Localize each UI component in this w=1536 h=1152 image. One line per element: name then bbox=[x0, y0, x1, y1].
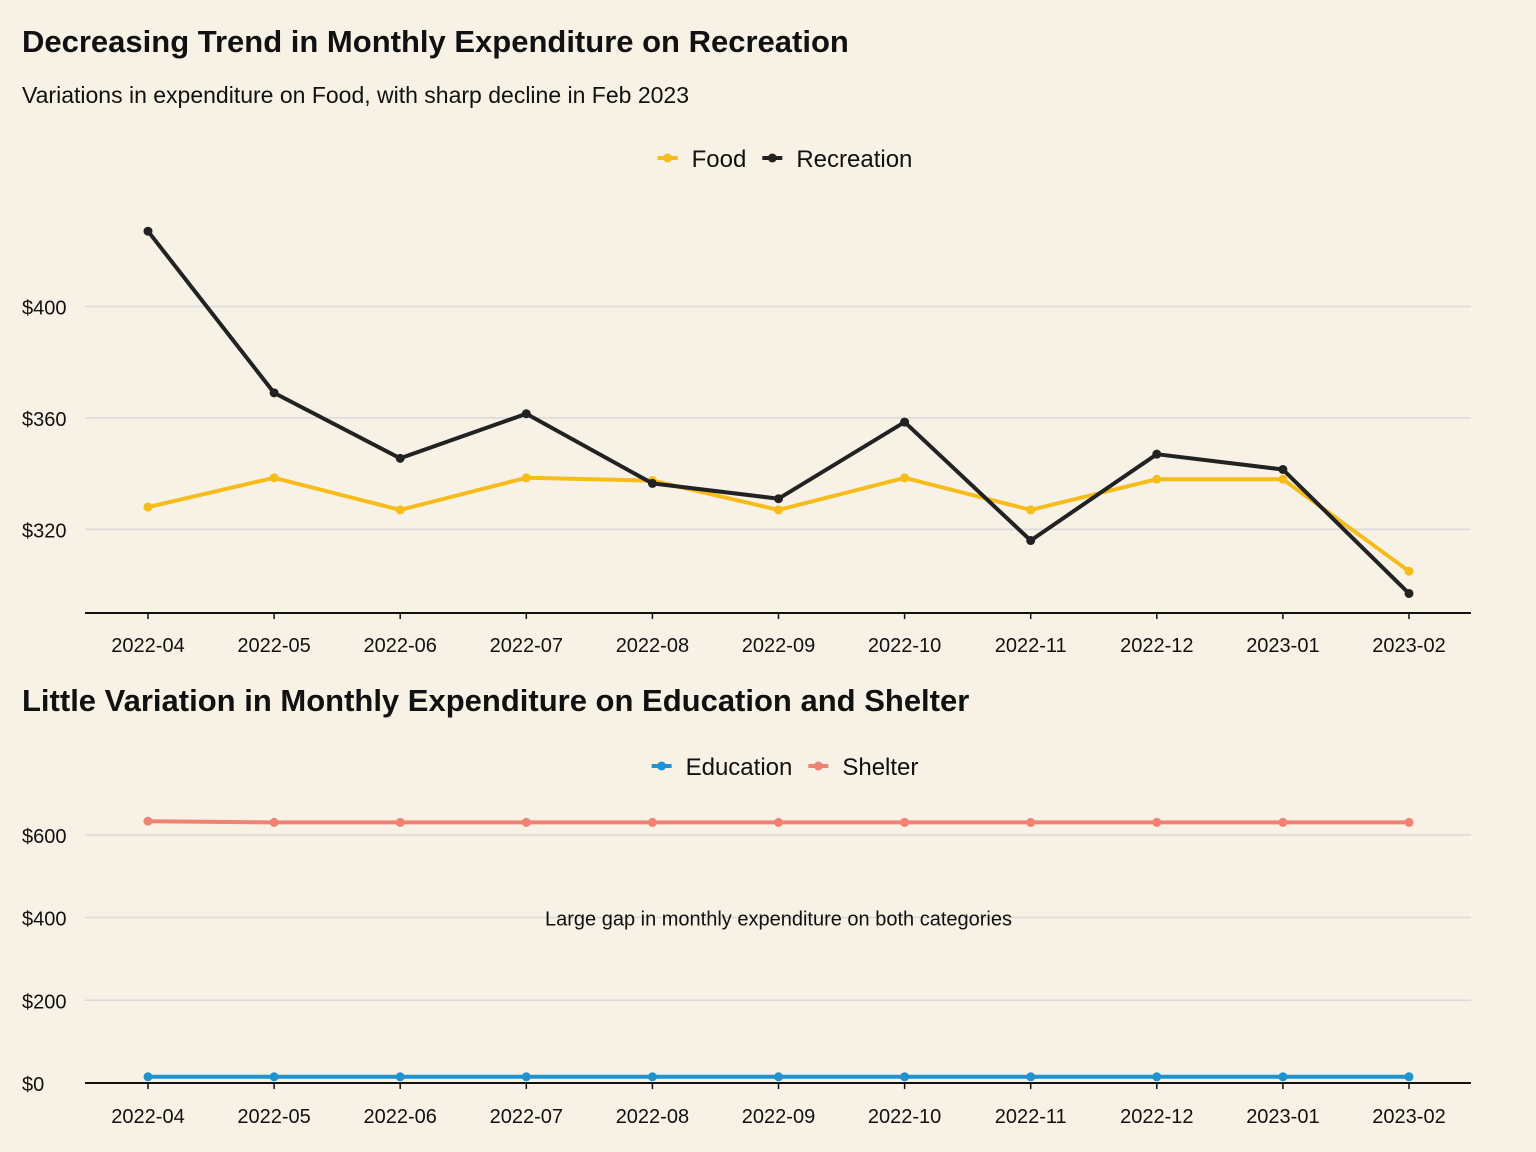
x-tick-label: 2022-11 bbox=[995, 1106, 1067, 1128]
data-point-shelter bbox=[1026, 817, 1036, 827]
x-tick-label: 2022-12 bbox=[1120, 1106, 1193, 1128]
x-tick-label: 2022-06 bbox=[363, 635, 436, 657]
chart-1: $320 $360 $400 2022-04 2022-05 2022-06 2022-07… bbox=[22, 146, 1471, 657]
data-point-recreation bbox=[269, 388, 279, 398]
data-point-education bbox=[1152, 1072, 1162, 1082]
data-point-recreation bbox=[900, 417, 910, 427]
x-tick-label: 2022-12 bbox=[1120, 635, 1193, 657]
data-point-food bbox=[1026, 505, 1036, 515]
y-tick-label: $0 bbox=[22, 1074, 44, 1096]
data-point-education bbox=[1404, 1072, 1414, 1082]
legend-key-point-recreation bbox=[767, 153, 777, 163]
x-tick-label: 2022-08 bbox=[616, 1106, 689, 1128]
data-point-food bbox=[1278, 474, 1288, 484]
data-point-education bbox=[395, 1072, 405, 1082]
legend-item-food: Food bbox=[657, 146, 747, 173]
data-point-food bbox=[521, 473, 531, 483]
chart-2: $0 $200 $400 $600 2022-04 2022-05 2022-06 2022-… bbox=[22, 754, 1471, 1128]
legend-label-recreation: Recreation bbox=[796, 146, 912, 173]
x-tick-label: 2022-08 bbox=[616, 635, 689, 657]
y-tick-label: $600 bbox=[22, 826, 67, 848]
x-tick-label: 2022-09 bbox=[742, 635, 815, 657]
data-point-recreation bbox=[647, 478, 657, 488]
chart-subtitle-food: Variations in expenditure on Food, with … bbox=[22, 82, 689, 108]
y-tick-label: $320 bbox=[22, 520, 67, 542]
x-tick-label: 2022-10 bbox=[868, 635, 941, 657]
data-point-shelter bbox=[774, 817, 783, 827]
data-point-education bbox=[774, 1072, 783, 1082]
x-tick-label: 2023-02 bbox=[1372, 1106, 1445, 1128]
x-tick-label: 2022-07 bbox=[490, 635, 563, 657]
data-point-recreation bbox=[1404, 588, 1414, 598]
data-point-shelter bbox=[143, 816, 153, 826]
data-point-education bbox=[143, 1072, 153, 1082]
data-point-education bbox=[647, 1072, 657, 1082]
data-point-food bbox=[1152, 474, 1162, 484]
legend: Education Shelter bbox=[651, 754, 918, 781]
x-tick-label: 2022-04 bbox=[111, 635, 184, 657]
data-point-education bbox=[269, 1072, 279, 1082]
data-point-food bbox=[269, 473, 279, 483]
data-point-recreation bbox=[1278, 464, 1288, 474]
x-tick-label: 2023-01 bbox=[1246, 1106, 1319, 1128]
y-tick-label: $360 bbox=[22, 409, 67, 431]
annotation-text: Large gap in monthly expenditure on both… bbox=[545, 909, 1012, 931]
data-point-shelter bbox=[395, 817, 405, 827]
data-point-food bbox=[143, 502, 153, 512]
data-point-shelter bbox=[1278, 817, 1288, 827]
data-point-recreation bbox=[1026, 536, 1036, 546]
data-point-food bbox=[774, 505, 783, 515]
data-point-shelter bbox=[1404, 817, 1414, 827]
x-tick-label: 2022-04 bbox=[111, 1106, 184, 1128]
legend-key-point-shelter bbox=[813, 761, 823, 771]
legend: Food Recreation bbox=[657, 146, 912, 173]
x-tick-label: 2022-05 bbox=[237, 1106, 310, 1128]
data-point-education bbox=[900, 1072, 910, 1082]
legend-item-shelter: Shelter bbox=[808, 754, 918, 781]
x-tick-label: 2022-09 bbox=[742, 1106, 815, 1128]
legend-label-shelter: Shelter bbox=[842, 754, 918, 781]
data-point-food bbox=[900, 473, 910, 483]
data-point-food bbox=[395, 505, 405, 515]
series-line-food bbox=[146, 475, 1411, 574]
legend-key-point-food bbox=[663, 153, 673, 163]
x-tick-label: 2022-10 bbox=[868, 1106, 941, 1128]
data-point-shelter bbox=[900, 817, 910, 827]
data-point-recreation bbox=[774, 494, 783, 504]
data-point-shelter bbox=[521, 817, 531, 827]
data-point-shelter bbox=[647, 817, 657, 827]
legend-label-education: Education bbox=[686, 754, 793, 781]
y-tick-label: $400 bbox=[22, 297, 67, 319]
chart-title-education-shelter: Little Variation in Monthly Expenditure … bbox=[22, 683, 970, 718]
data-point-recreation bbox=[1152, 449, 1162, 459]
data-point-food bbox=[1404, 566, 1414, 576]
y-tick-label: $400 bbox=[22, 909, 67, 931]
series-line-recreation bbox=[146, 229, 1411, 596]
data-point-education bbox=[1026, 1072, 1036, 1082]
x-tick-label: 2022-07 bbox=[490, 1106, 563, 1128]
legend-key-point-education bbox=[657, 761, 667, 771]
data-point-education bbox=[521, 1072, 531, 1082]
data-point-shelter bbox=[269, 817, 279, 827]
data-point-education bbox=[1278, 1072, 1288, 1082]
x-tick-label: 2022-11 bbox=[995, 635, 1067, 657]
x-tick-label: 2022-06 bbox=[363, 1106, 436, 1128]
legend-item-education: Education bbox=[651, 754, 793, 781]
y-tick-label: $200 bbox=[22, 991, 67, 1013]
data-point-recreation bbox=[395, 453, 405, 463]
chart-title-recreation: Decreasing Trend in Monthly Expenditure … bbox=[22, 24, 849, 59]
x-tick-label: 2023-02 bbox=[1372, 635, 1445, 657]
data-point-recreation bbox=[143, 226, 153, 236]
data-point-shelter bbox=[1152, 817, 1162, 827]
legend-label-food: Food bbox=[692, 146, 747, 173]
data-point-recreation bbox=[521, 409, 531, 419]
x-tick-label: 2022-05 bbox=[237, 635, 310, 657]
legend-item-recreation: Recreation bbox=[762, 146, 912, 173]
x-tick-label: 2023-01 bbox=[1246, 635, 1319, 657]
